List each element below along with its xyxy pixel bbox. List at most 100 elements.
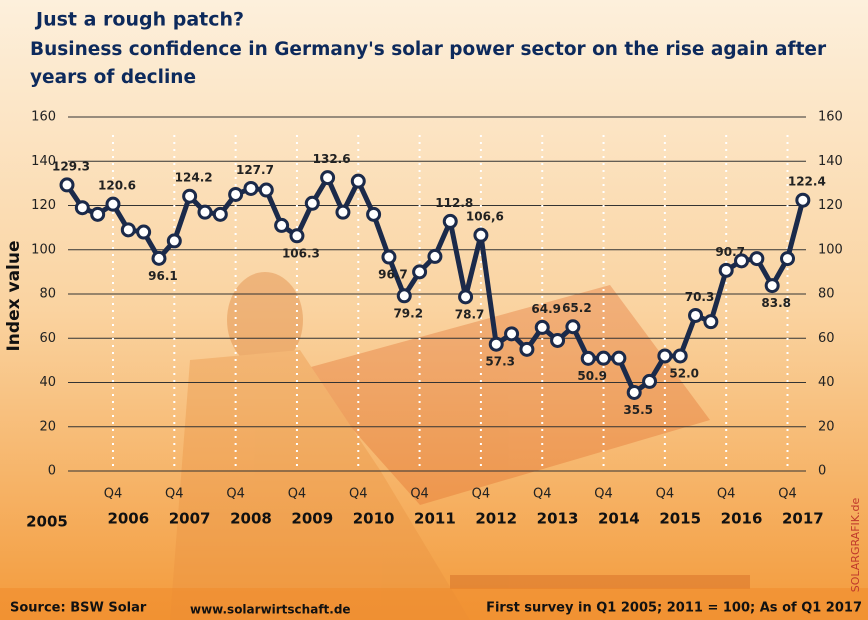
y-tick-label: 0 — [48, 464, 56, 479]
marker — [442, 213, 458, 229]
marker — [289, 228, 305, 244]
x-tick-label: Q4 — [656, 487, 675, 502]
value-label: 65.2 — [562, 301, 592, 315]
marker — [596, 350, 612, 366]
footer-band — [0, 588, 868, 620]
value-label: 127.7 — [236, 163, 274, 177]
y-tick-label: 120 — [31, 198, 56, 213]
x-tick-label: Q4 — [472, 487, 491, 502]
marker — [749, 251, 765, 267]
marker — [366, 206, 382, 222]
year-label: 2007 — [169, 510, 211, 528]
marker — [642, 373, 658, 389]
marker — [120, 222, 136, 238]
marker — [580, 350, 596, 366]
marker — [764, 278, 780, 294]
y2-tick-label: 60 — [818, 331, 835, 346]
y2-tick-label: 80 — [818, 287, 835, 302]
marker — [151, 250, 167, 266]
marker — [519, 341, 535, 357]
y-tick-label: 160 — [31, 110, 56, 125]
y2-tick-label: 160 — [818, 110, 843, 125]
value-label: 79.2 — [393, 306, 423, 320]
marker — [795, 192, 811, 208]
year-label: 2010 — [353, 510, 395, 528]
marker — [90, 206, 106, 222]
marker — [780, 251, 796, 267]
value-label: 35.5 — [623, 403, 653, 417]
marker — [320, 170, 336, 186]
marker — [197, 204, 213, 220]
marker — [182, 188, 198, 204]
value-label: 64.9 — [531, 302, 561, 316]
year-label: 2008 — [230, 510, 272, 528]
value-label: 129.3 — [52, 159, 90, 173]
year-label: 2016 — [721, 510, 763, 528]
marker — [412, 264, 428, 280]
marker — [473, 227, 489, 243]
x-tick-label: Q4 — [104, 487, 123, 502]
marker — [105, 196, 121, 212]
marker — [243, 180, 259, 196]
marker — [550, 332, 566, 348]
marker — [718, 262, 734, 278]
marker — [458, 289, 474, 305]
y2-tick-label: 120 — [818, 198, 843, 213]
y-tick-label: 140 — [31, 154, 56, 169]
chart-subtitle: Business confidence in Germany's solar p… — [30, 39, 827, 88]
year-label: 2006 — [107, 510, 149, 528]
year-label: 2009 — [291, 510, 333, 528]
marker — [427, 248, 443, 264]
marker — [258, 182, 274, 198]
marker — [657, 348, 673, 364]
x-tick-label: Q4 — [594, 487, 613, 502]
value-label: 96.1 — [148, 269, 178, 283]
marker — [688, 307, 704, 323]
y-tick-label: 40 — [39, 375, 56, 390]
marker — [74, 200, 90, 216]
marker — [59, 177, 75, 193]
marker — [381, 249, 397, 265]
marker — [396, 288, 412, 304]
x-tick-label: Q4 — [165, 487, 184, 502]
value-label: 52.0 — [669, 366, 699, 380]
value-label: 50.9 — [577, 369, 607, 383]
note: First survey in Q1 2005; 2011 = 100; As … — [486, 601, 862, 616]
credit: SOLARGRAFIK.de — [849, 498, 862, 593]
y-tick-label: 60 — [39, 331, 56, 346]
year-label: 2013 — [537, 510, 579, 528]
y2-tick-label: 0 — [818, 464, 826, 479]
x-tick-label: Q4 — [778, 487, 797, 502]
marker — [626, 384, 642, 400]
marker — [166, 233, 182, 249]
marker — [136, 224, 152, 240]
value-label: 132.6 — [313, 152, 351, 166]
x-tick-label: Q4 — [717, 487, 736, 502]
marker — [335, 204, 351, 220]
year-label: 2014 — [598, 510, 640, 528]
y2-tick-label: 140 — [818, 154, 843, 169]
value-label: 106,6 — [466, 210, 504, 224]
marker — [350, 173, 366, 189]
x-tick-label: Q4 — [533, 487, 552, 502]
year-label: 2012 — [475, 510, 517, 528]
y-tick-label: 80 — [39, 287, 56, 302]
chart-title: Just a rough patch? — [34, 9, 244, 31]
marker — [565, 319, 581, 335]
marker — [611, 350, 627, 366]
y2-tick-label: 100 — [818, 242, 843, 257]
marker — [734, 253, 750, 269]
value-label: 70.3 — [685, 290, 715, 304]
x-tick-label: Q4 — [410, 487, 429, 502]
y-tick-label: 20 — [39, 419, 56, 434]
marker — [304, 195, 320, 211]
value-label: 124.2 — [175, 171, 213, 185]
subtitle-box: Business confidence in Germany's solar p… — [30, 39, 827, 88]
y2-tick-label: 20 — [818, 419, 835, 434]
marker — [212, 206, 228, 222]
marker — [274, 217, 290, 233]
year-label: 2005 — [26, 513, 68, 531]
y-tick-label: 100 — [31, 242, 56, 257]
value-label: 96.7 — [378, 268, 408, 282]
